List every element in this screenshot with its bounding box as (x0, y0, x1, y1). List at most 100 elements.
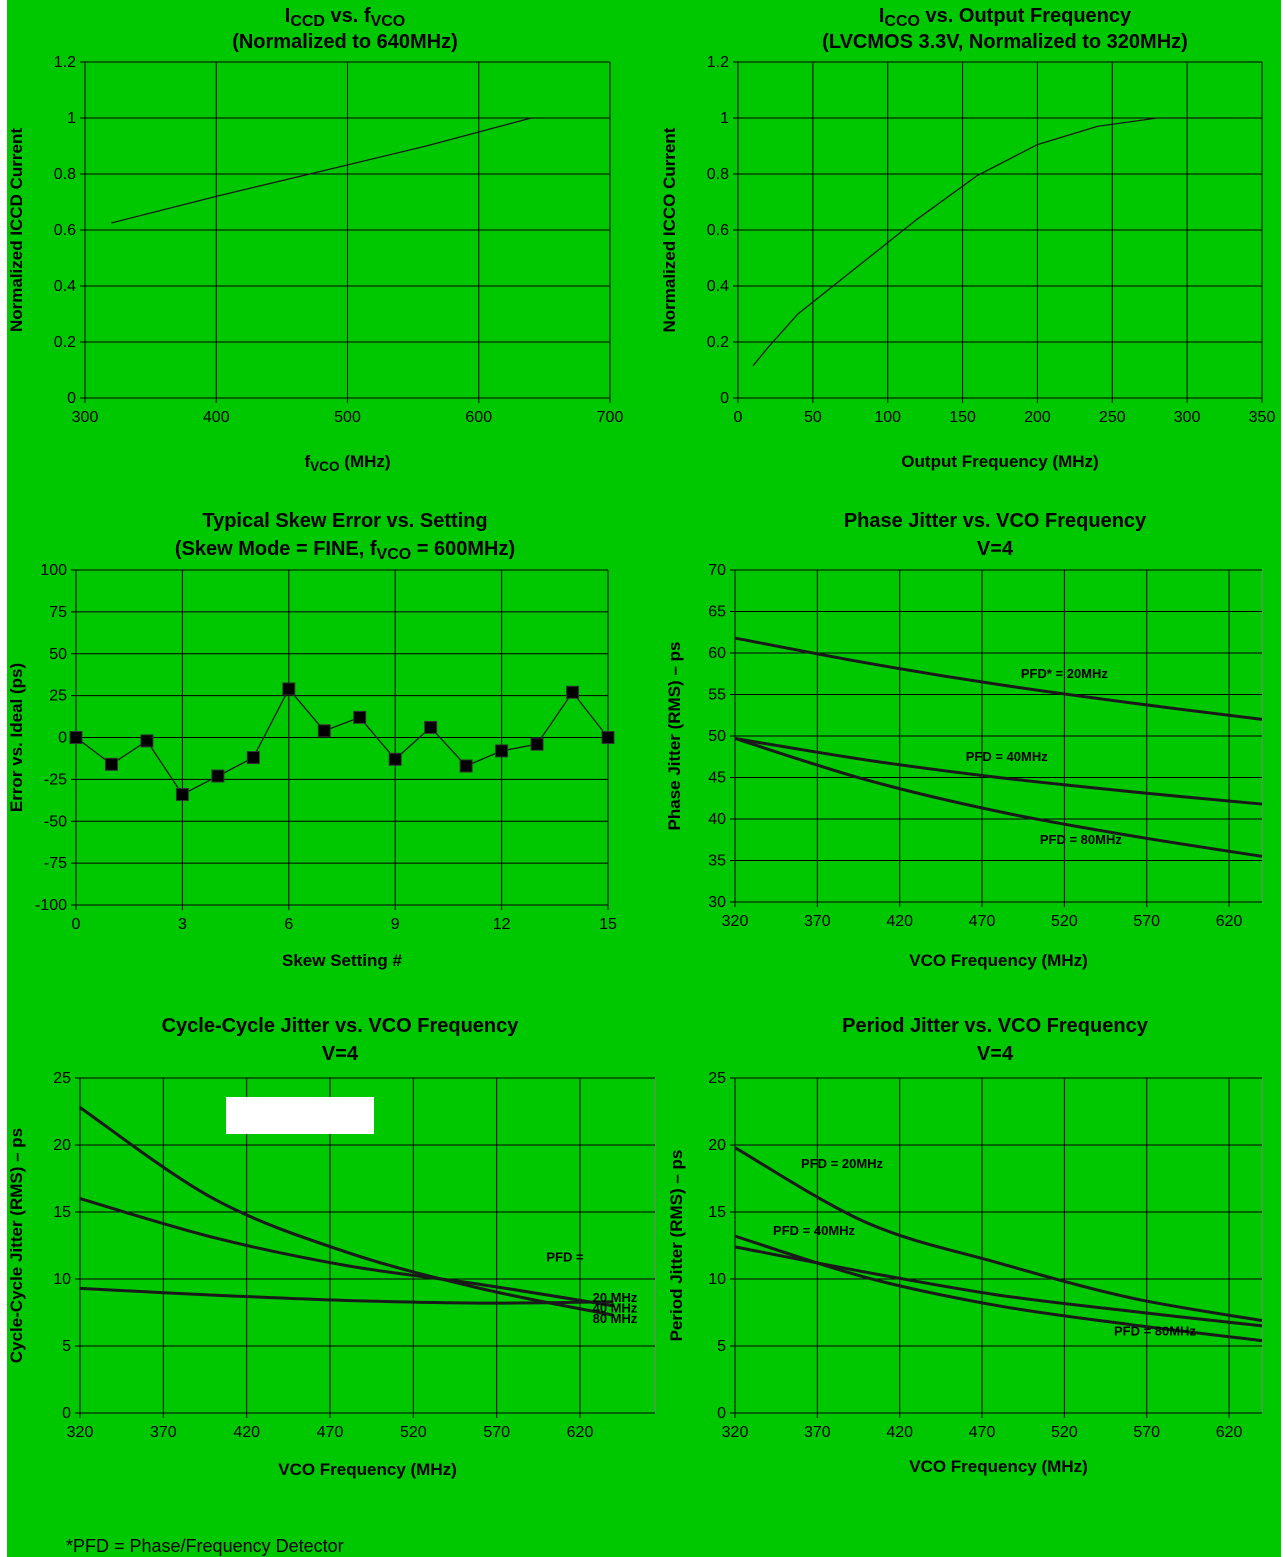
x-axis-label: VCO Frequency (MHz) (909, 1457, 1088, 1476)
data-point-marker (69, 731, 83, 744)
x-axis-label: Skew Setting # (282, 951, 403, 970)
y-tick-label: 55 (708, 687, 726, 704)
x-tick-label: 0 (734, 409, 743, 426)
x-tick-label: 420 (886, 1424, 913, 1441)
y-tick-label: 45 (708, 770, 726, 787)
y-tick-label: 50 (49, 646, 67, 663)
data-point-marker (424, 720, 438, 734)
x-tick-label: 570 (483, 1424, 510, 1441)
x-tick-label: 520 (1051, 913, 1078, 930)
series-annotation: PFD = (546, 1250, 584, 1265)
chart-subtitle: (Skew Mode = FINE, fVCO = 600MHz) (175, 538, 515, 563)
data-point-marker (530, 737, 544, 751)
chart-subtitle: (Normalized to 640MHz) (232, 31, 458, 53)
y-tick-label: 60 (708, 645, 726, 662)
series-line-2 (79, 1286, 614, 1305)
y-tick-label: 10 (53, 1271, 71, 1288)
y-axis-label: Cycle-Cycle Jitter (RMS) – ps (7, 1128, 26, 1363)
x-tick-label: 520 (400, 1424, 427, 1441)
x-tick-label: 620 (1216, 913, 1243, 930)
y-tick-label: 0.4 (54, 278, 76, 295)
series-line-1 (79, 1197, 614, 1308)
chart-subtitle: V=4 (977, 538, 1014, 560)
y-tick-label: 1 (67, 110, 76, 127)
x-tick-label: 9 (391, 916, 400, 933)
data-point-marker (495, 744, 509, 758)
series-annotation: 40 MHz (593, 1301, 638, 1316)
y-tick-label: 25 (53, 1070, 71, 1087)
y-tick-label: -100 (35, 897, 67, 914)
chart-title: ICCD vs. fVCO (285, 5, 405, 30)
x-tick-label: 15 (599, 916, 617, 933)
chart-title: Phase Jitter vs. VCO Frequency (844, 510, 1147, 532)
chart-subtitle: V=4 (322, 1043, 359, 1065)
x-tick-label: 300 (1174, 409, 1201, 426)
x-tick-label: 570 (1133, 913, 1160, 930)
chart-skew: -100 -75 -50 -25 0 25 50 75 100 0 3 6 9 12 15 Typical S… (7, 510, 617, 970)
x-axis-label: VCO Frequency (MHz) (909, 951, 1088, 970)
series-line-2 (734, 1245, 1263, 1328)
series-line-2 (734, 737, 1263, 858)
x-axis-label: fVCO (MHz) (304, 452, 390, 474)
x-tick-label: 3 (178, 916, 187, 933)
chart-period_jitter: 0 5 10 15 20 25 320 370 420 470 520 570 620 Period Ji… (667, 1015, 1263, 1476)
y-tick-label: 0.8 (707, 166, 729, 183)
y-tick-label: 15 (53, 1204, 71, 1221)
series-annotation: 20 MHz (593, 1290, 638, 1305)
x-tick-label: 620 (567, 1424, 594, 1441)
y-tick-label: 40 (708, 811, 726, 828)
x-tick-label: 0 (72, 916, 81, 933)
plot-area (734, 1077, 1263, 1414)
data-point-marker (104, 757, 118, 771)
x-axis-label: Output Frequency (MHz) (901, 452, 1098, 471)
y-tick-label: 25 (708, 1070, 726, 1087)
x-tick-label: 500 (334, 409, 361, 426)
data-point-marker (459, 759, 473, 773)
data-point-marker (246, 751, 260, 765)
series-line-0 (734, 636, 1263, 721)
series-line-0 (111, 117, 532, 224)
y-tick-label: 0 (67, 390, 76, 407)
y-tick-label: 65 (708, 604, 726, 621)
y-tick-label: 35 (708, 853, 726, 870)
series-annotation: PFD = 80MHz (1114, 1323, 1196, 1338)
y-tick-label: -75 (44, 855, 67, 872)
y-tick-label: 0 (58, 730, 67, 747)
y-tick-label: 0 (717, 1405, 726, 1422)
series-annotation: PFD* = 20MHz (1021, 666, 1109, 681)
x-tick-label: 100 (874, 409, 901, 426)
y-axis-label: Phase Jitter (RMS) – ps (665, 642, 684, 831)
y-tick-label: 20 (53, 1137, 71, 1154)
x-tick-label: 300 (72, 409, 99, 426)
x-tick-label: 320 (67, 1424, 94, 1441)
y-axis-label: Normalized ICCO Current (660, 127, 679, 332)
x-tick-label: 470 (317, 1424, 344, 1441)
series-annotation: PFD = 20MHz (801, 1156, 883, 1171)
series-line-0 (79, 1106, 614, 1317)
chart-icc_fvco: 0 0.2 0.4 0.6 0.8 1 1.2 300 400 500 600 700 ICCD vs.… (7, 5, 623, 474)
y-tick-label: 70 (708, 562, 726, 579)
y-tick-label: 25 (49, 688, 67, 705)
y-tick-label: 50 (708, 728, 726, 745)
x-tick-label: 350 (1249, 409, 1276, 426)
data-point-marker (317, 724, 331, 738)
y-tick-label: 20 (708, 1137, 726, 1154)
data-point-marker (353, 710, 367, 724)
y-tick-label: 1.2 (54, 54, 76, 71)
data-point-marker (211, 769, 225, 783)
chart-title: ICCO vs. Output Frequency (879, 5, 1132, 30)
y-axis-label: Normalized ICCD Current (7, 128, 26, 332)
chart-phase_jitter: 30 35 40 45 50 55 60 65 70 320 370 420 470 520 570 620 P… (665, 510, 1263, 970)
x-tick-label: 520 (1051, 1424, 1078, 1441)
y-tick-label: 100 (40, 562, 67, 579)
x-tick-label: 420 (886, 913, 913, 930)
y-axis-label: Period Jitter (RMS) – ps (667, 1150, 686, 1342)
y-tick-label: 5 (62, 1338, 71, 1355)
x-tick-label: 250 (1099, 409, 1126, 426)
y-tick-label: -25 (44, 771, 67, 788)
y-tick-label: 0.4 (707, 278, 729, 295)
chart-title: Period Jitter vs. VCO Frequency (842, 1015, 1149, 1037)
y-tick-label: 0.2 (54, 334, 76, 351)
chart-title: Cycle-Cycle Jitter vs. VCO Frequency (162, 1015, 520, 1037)
